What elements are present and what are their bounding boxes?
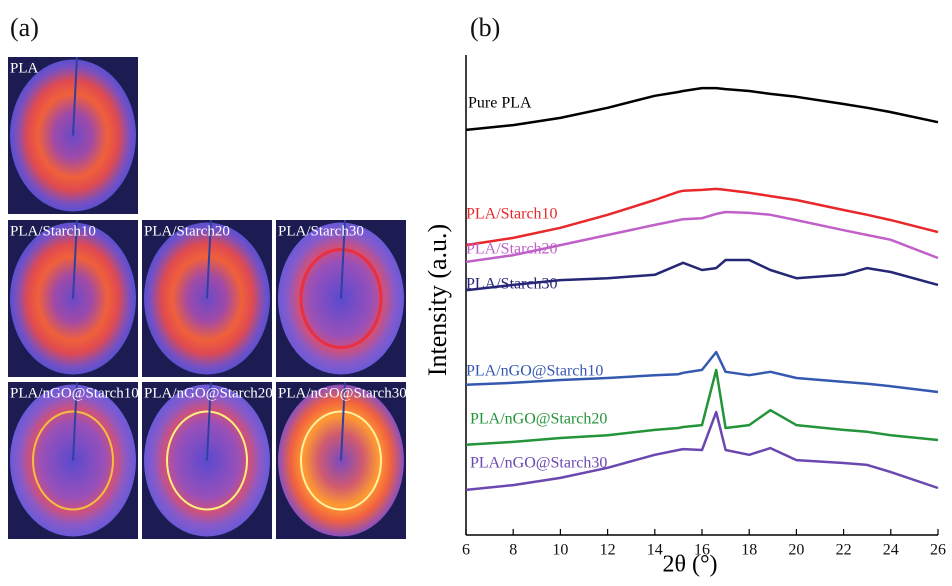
diffraction-ring xyxy=(166,410,248,511)
waxd-images: PLA PLA/Starch10 PLA/Starch20 PLA/Starch30 P… xyxy=(8,56,407,539)
waxd-image: PLA/Starch20 xyxy=(142,219,272,377)
x-tick-label: 6 xyxy=(462,542,470,559)
x-tick-label: 12 xyxy=(600,542,616,559)
waxd-image: PLA/Starch30 xyxy=(276,219,406,377)
xrd-curve xyxy=(465,210,939,264)
series-label: PLA/nGO@Starch20 xyxy=(470,411,607,428)
x-tick-label: 20 xyxy=(788,542,804,559)
beam-stop xyxy=(340,219,346,299)
plot: 6 8 10 12 14 16 18 20 22 24 26 Pure PLA PLA/Starch10… xyxy=(462,55,946,559)
diffraction-ring xyxy=(32,410,114,511)
waxd-image: PLA/nGO@Starch10 xyxy=(8,381,139,539)
series-label: PLA/Starch20 xyxy=(466,241,558,258)
xrd-curve xyxy=(465,187,939,247)
xrd-curve xyxy=(465,350,939,394)
series-label: PLA/nGO@Starch10 xyxy=(466,363,603,380)
x-tick-label: 10 xyxy=(552,542,568,559)
beam-stop xyxy=(72,56,78,136)
panel-label: (b) xyxy=(470,13,500,42)
image-label: PLA/Starch10 xyxy=(10,223,96,239)
image-label: PLA xyxy=(10,60,39,76)
beam-stop xyxy=(340,381,346,461)
waxd-image: PLA/nGO@Starch20 xyxy=(142,381,273,539)
x-tick-label: 22 xyxy=(836,542,852,559)
diffraction-ring xyxy=(300,410,382,511)
xrd-curve xyxy=(465,368,939,447)
beam-stop xyxy=(206,219,212,299)
x-tick-label: 14 xyxy=(647,542,663,559)
diffraction-ring xyxy=(299,248,383,349)
series-label: Pure PLA xyxy=(468,95,532,112)
x-tick-label: 26 xyxy=(930,542,946,559)
xrd-curve xyxy=(465,86,939,132)
waxd-image: PLA/Starch10 xyxy=(8,219,138,377)
beam-stop xyxy=(72,219,78,299)
image-label: PLA/nGO@Starch30 xyxy=(278,385,407,401)
waxd-image: PLA xyxy=(8,56,138,214)
waxd-image: PLA/nGO@Starch30 xyxy=(276,381,407,539)
image-label: PLA/Starch30 xyxy=(278,223,364,239)
x-tick-label: 24 xyxy=(883,542,899,559)
x-tick-label: 8 xyxy=(509,542,517,559)
x-tick-label: 18 xyxy=(741,542,757,559)
x-tick-label: 16 xyxy=(694,542,710,559)
image-label: PLA/Starch20 xyxy=(144,223,230,239)
series-label: PLA/Starch10 xyxy=(466,206,558,223)
x-axis-label: 2θ (°) xyxy=(662,552,717,578)
xrd-curve xyxy=(465,410,939,492)
image-label: PLA/nGO@Starch20 xyxy=(144,385,273,401)
beam-stop xyxy=(72,381,78,461)
series-label: PLA/nGO@Starch30 xyxy=(470,455,607,472)
image-label: PLA/nGO@Starch10 xyxy=(10,385,139,401)
beam-stop xyxy=(206,381,212,461)
series-label: PLA/Starch30 xyxy=(466,276,558,293)
y-axis-label: Intensity (a.u.) xyxy=(423,224,452,376)
panel-label: (a) xyxy=(10,13,39,42)
xrd-curve xyxy=(465,258,939,292)
